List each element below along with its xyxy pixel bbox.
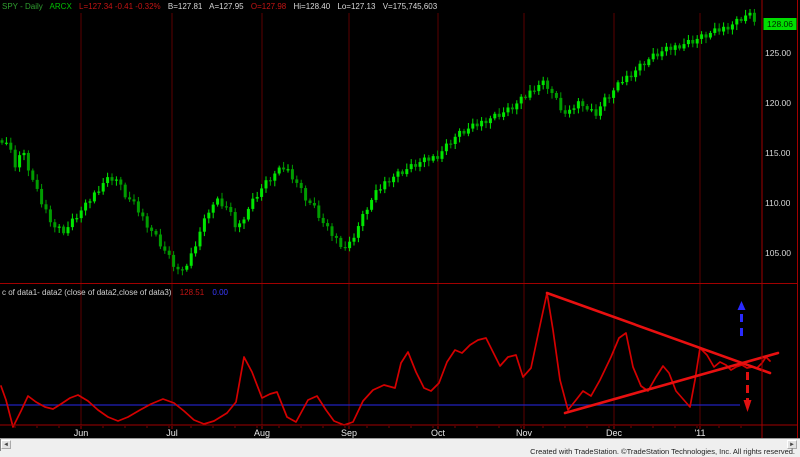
svg-text:105.00: 105.00 [765, 248, 791, 258]
svg-text:120.00: 120.00 [765, 98, 791, 108]
high-value: Hi=128.40 [293, 2, 331, 11]
bid-value: B=127.81 [167, 2, 203, 11]
volume-value: V=175,745,603 [382, 2, 438, 11]
horizontal-scrollbar[interactable]: ◄ ► Created with TradeStation. ©TradeSta… [0, 438, 800, 457]
indicator-label: c of data1- data2 (close of data2,close … [2, 288, 228, 297]
ask-value: A=127.95 [209, 2, 244, 11]
wedge-trendline [563, 351, 780, 415]
frame-lines [0, 0, 798, 438]
month-gridlines [80, 13, 701, 425]
svg-text:110.00: 110.00 [765, 198, 791, 208]
time-axis: Jun Jul Aug Sep Oct Nov Dec '11 [14, 426, 742, 438]
indicator-name: c of data1- data2 (close of data2,close … [2, 288, 172, 297]
quote-bar: SPY - Daily ARCX L=127.34 -0.41 -0.32% B… [2, 1, 442, 12]
month-label: Nov [516, 428, 533, 438]
scrollbar-left-edge [0, 439, 1, 451]
red-arrowhead-down [743, 400, 752, 412]
indicator-value-red: 128.51 [179, 288, 205, 297]
month-label: '11 [694, 428, 705, 438]
month-label: Sep [341, 428, 357, 438]
low-value: Lo=127.13 [337, 2, 376, 11]
exchange-label: ARCX [49, 2, 72, 11]
scroll-right-button[interactable]: ► [787, 440, 797, 449]
symbol-title: SPY - Daily [2, 2, 43, 11]
price-axis: 125.00 120.00 115.00 110.00 105.00 128.06 [763, 18, 797, 258]
last-change-value: L=127.34 -0.41 -0.32% [79, 2, 161, 11]
last-price-badge [763, 18, 797, 30]
copyright-text: Created with TradeStation. ©TradeStation… [530, 447, 795, 456]
blue-arrowhead-up [737, 301, 746, 310]
candles-layer [0, 9, 756, 276]
open-value: O=127.98 [250, 2, 287, 11]
svg-text:125.00: 125.00 [765, 48, 791, 58]
wedge-trendline [545, 291, 772, 375]
indicator-pane [0, 291, 780, 428]
indicator-value-blue: 0.00 [212, 288, 228, 297]
svg-text:128.06: 128.06 [767, 19, 793, 29]
month-label: Oct [431, 428, 446, 438]
month-label: Aug [254, 428, 270, 438]
indicator-line [0, 292, 771, 428]
svg-text:115.00: 115.00 [765, 148, 791, 158]
month-label: Dec [606, 428, 623, 438]
month-label: Jul [166, 428, 178, 438]
scroll-left-button[interactable]: ◄ [1, 440, 11, 449]
month-label: Jun [74, 428, 89, 438]
